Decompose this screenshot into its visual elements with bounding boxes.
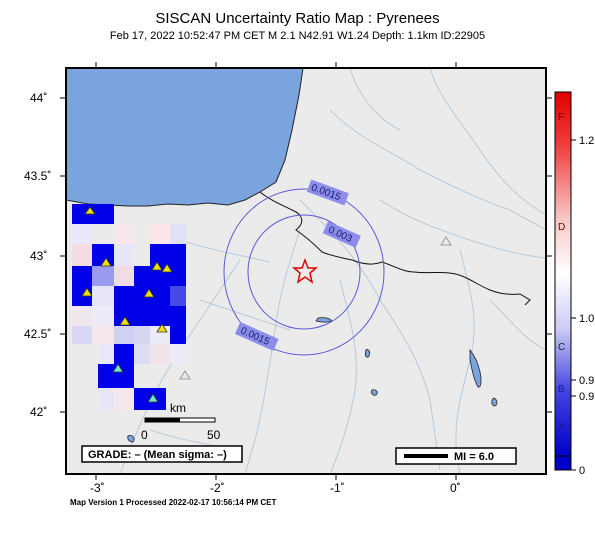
svg-text:GRADE: – (Mean sigma: –): GRADE: – (Mean sigma: –) bbox=[88, 449, 227, 461]
grade-d-label: D bbox=[558, 222, 565, 233]
svg-text:0.9: 0.9 bbox=[579, 391, 594, 403]
borders bbox=[259, 191, 531, 306]
grade-a-label: A bbox=[558, 422, 565, 433]
map-subtitle: Feb 17, 2022 10:52:47 PM CET M 2.1 N42.9… bbox=[109, 30, 486, 42]
lon-tick-label: -2˚ bbox=[210, 481, 225, 495]
lon-tick-label: 0˚ bbox=[450, 481, 461, 495]
grade-c-label: C bbox=[558, 342, 565, 353]
epicenter-star-icon bbox=[291, 257, 319, 284]
mi-legend: MI = 6.0 bbox=[395, 447, 517, 465]
svg-text:1.2: 1.2 bbox=[579, 135, 594, 147]
svg-text:0.9: 0.9 bbox=[579, 375, 594, 387]
lakes bbox=[127, 317, 498, 443]
processed-footer: Map Version 1 Processed 2022-02-17 10:56… bbox=[70, 498, 277, 507]
lat-tick-label: 42.5˚ bbox=[24, 327, 51, 341]
lon-tick-label: -3˚ bbox=[90, 481, 105, 495]
uncertainty-contours bbox=[223, 188, 385, 356]
lon-tick-label: -1˚ bbox=[330, 481, 345, 495]
svg-text:50: 50 bbox=[207, 428, 221, 442]
svg-text:0: 0 bbox=[579, 465, 585, 477]
lat-tick-label: 44˚ bbox=[30, 91, 47, 105]
svg-text:km: km bbox=[170, 401, 186, 415]
map-title: SISCAN Uncertainty Ratio Map : Pyrenees bbox=[155, 10, 440, 27]
svg-text:MI = 6.0: MI = 6.0 bbox=[454, 451, 494, 463]
scale-bar: km 0 50 bbox=[141, 401, 221, 442]
svg-text:0: 0 bbox=[141, 428, 148, 442]
lat-tick-label: 43.5˚ bbox=[24, 169, 51, 183]
stations bbox=[81, 206, 452, 403]
colorbar: F D C B A 1.2 1.0 0.9 0.9 0 bbox=[554, 91, 594, 477]
sea-area bbox=[66, 68, 304, 207]
svg-text:1.0: 1.0 bbox=[579, 313, 594, 325]
lat-tick-label: 42˚ bbox=[30, 405, 47, 419]
axis-ticks bbox=[60, 62, 552, 480]
lat-tick-label: 43˚ bbox=[30, 249, 47, 263]
grade-f-label: F bbox=[558, 112, 564, 123]
map-frame bbox=[65, 67, 547, 475]
grade-b-label: B bbox=[558, 384, 565, 395]
grade-box: GRADE: – (Mean sigma: –) bbox=[81, 445, 243, 463]
station-grid bbox=[72, 204, 186, 410]
